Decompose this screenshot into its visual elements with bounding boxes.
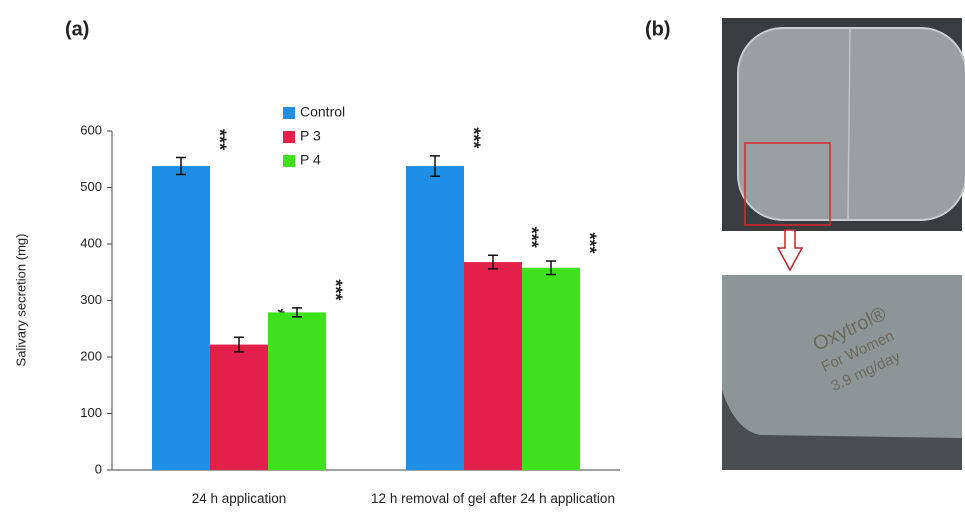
x-tick-label: 24 h application (109, 490, 369, 507)
page: {"chart_data": {"type": "bar", "panel_la… (0, 0, 965, 532)
bar (406, 166, 464, 470)
legend-label: Control (300, 104, 345, 120)
legend-swatch (283, 107, 295, 119)
bar (522, 268, 580, 470)
y-tick-label: 400 (80, 235, 102, 250)
legend-label: P 3 (300, 128, 321, 144)
bar (210, 345, 268, 470)
panel-label: (a) (65, 18, 89, 40)
figure: (a) (b) Salivary secretion (mg) Oxytrol®… (0, 0, 965, 532)
legend-label: P 4 (300, 152, 321, 168)
y-tick-label: 100 (80, 405, 102, 420)
y-tick-label: 500 (80, 179, 102, 194)
significance: *** (325, 279, 345, 300)
significance: *** (209, 129, 229, 150)
arrow (778, 230, 802, 270)
photo-bottom: Oxytrol® For Women 3.9 mg/day (722, 275, 962, 470)
photo-top (722, 18, 965, 231)
y-tick-label: 600 (80, 122, 102, 137)
bar (152, 166, 210, 470)
legend-swatch (283, 155, 295, 167)
y-tick-label: 200 (80, 348, 102, 363)
y-tick-label: 0 (95, 461, 102, 476)
significance: *** (579, 232, 599, 253)
bar (268, 312, 326, 470)
x-tick-label: 12 h removal of gel after 24 h applicati… (363, 490, 623, 507)
legend-swatch (283, 131, 295, 143)
significance: *** (463, 127, 483, 148)
y-axis-label: Salivary secretion (mg) (13, 234, 28, 367)
y-tick-label: 300 (80, 292, 102, 307)
bar (464, 262, 522, 470)
significance: *** (521, 227, 541, 248)
panel-label: (b) (645, 18, 671, 40)
